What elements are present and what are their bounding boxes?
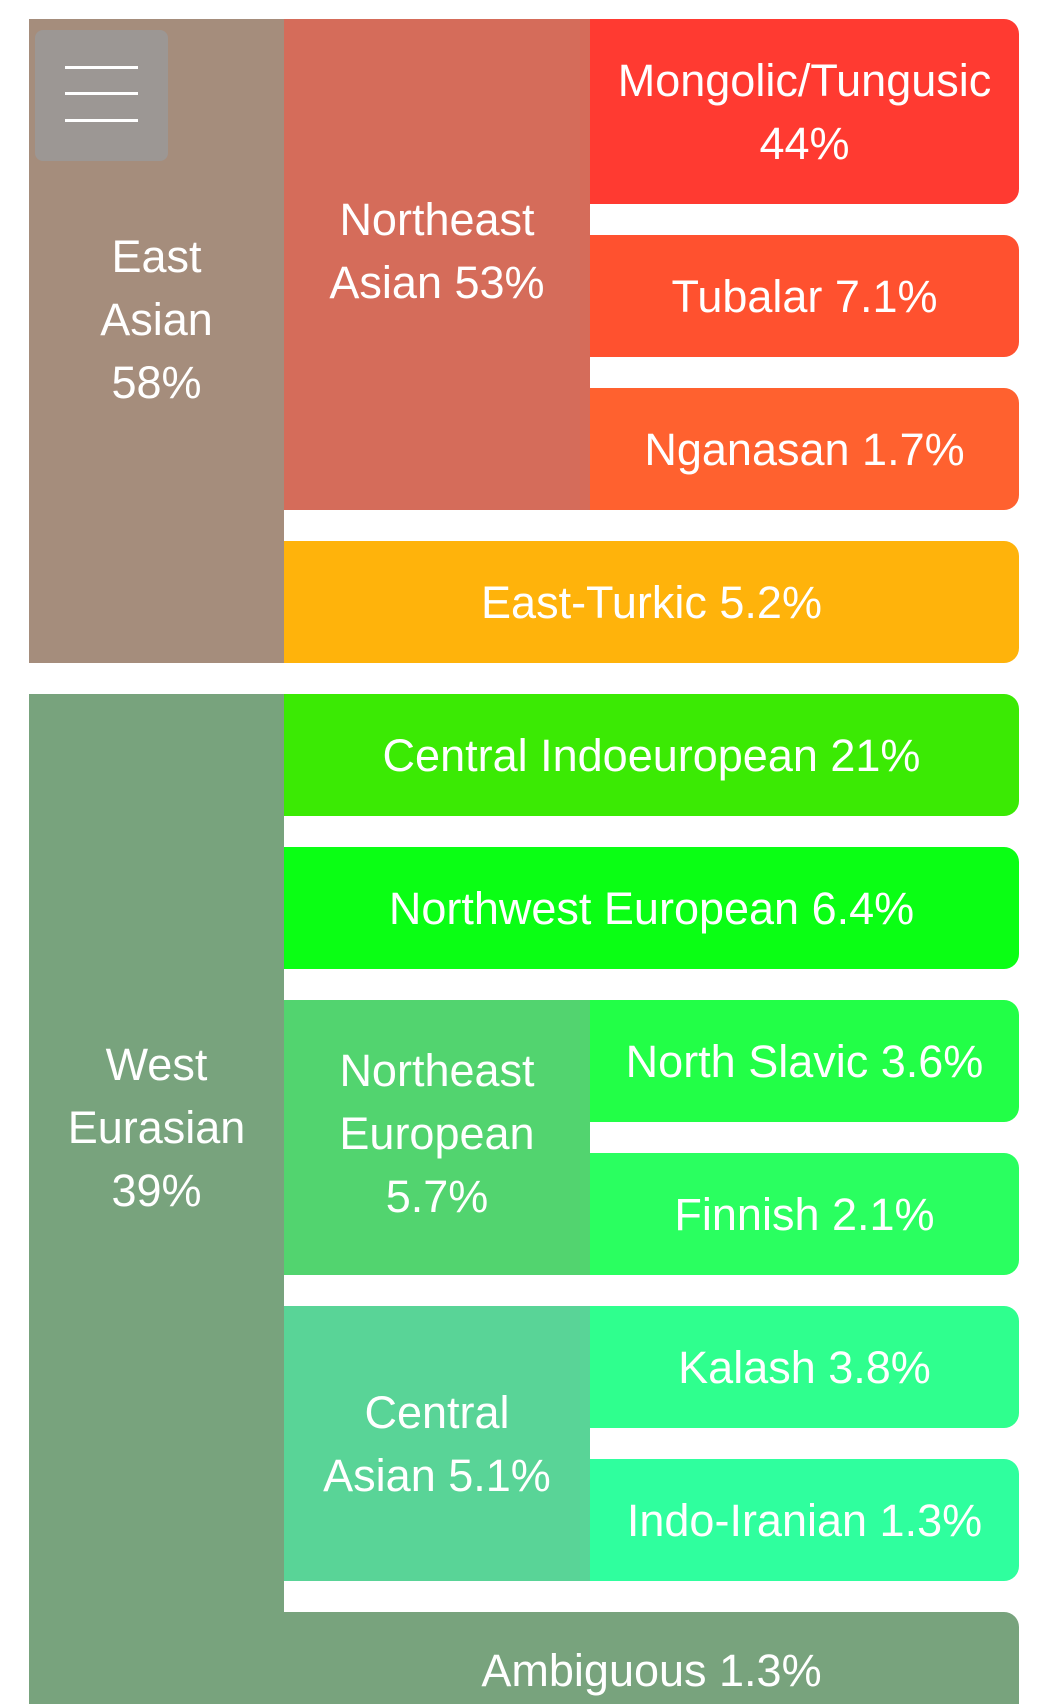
ancestry-northwest-european[interactable]: Northwest European 6.4% <box>284 847 1019 969</box>
group-northeast-european[interactable]: Northeast European 5.7% <box>284 1000 590 1275</box>
group-northeast-asian[interactable]: Northeast Asian 53% <box>284 19 590 510</box>
ancestry-north-slavic-label: North Slavic 3.6% <box>625 1035 984 1087</box>
ancestry-kalash[interactable]: Kalash 3.8% <box>590 1306 1019 1428</box>
ancestry-nganasan[interactable]: Nganasan 1.7% <box>590 388 1019 510</box>
ancestry-mongolic-tungusic-label: Mongolic/Tungusic 44% <box>617 55 992 169</box>
group-central-asian[interactable]: Central Asian 5.1% <box>284 1306 590 1581</box>
ancestry-east-turkic[interactable]: East-Turkic 5.2% <box>284 541 1019 663</box>
ancestry-kalash-label: Kalash 3.8% <box>678 1341 931 1393</box>
ancestry-ambiguous[interactable]: Ambiguous 1.3% <box>284 1612 1019 1704</box>
ancestry-tubalar-label: Tubalar 7.1% <box>671 270 938 322</box>
group-northeast-european-label: Northeast European 5.7% <box>339 1045 535 1222</box>
ancestry-central-indoeuropean[interactable]: Central Indoeuropean 21% <box>284 694 1019 816</box>
group-northeast-asian-label: Northeast Asian 53% <box>329 193 545 308</box>
ancestry-mongolic-tungusic[interactable]: Mongolic/Tungusic 44% <box>590 19 1019 204</box>
ancestry-ambiguous-label: Ambiguous 1.3% <box>481 1645 822 1696</box>
ancestry-east-turkic-label: East-Turkic 5.2% <box>481 576 822 628</box>
group-west-eurasian[interactable]: West Eurasian 39% <box>29 694 284 1704</box>
ancestry-finnish-label: Finnish 2.1% <box>674 1188 935 1240</box>
group-west-eurasian-label: West Eurasian 39% <box>67 1038 246 1216</box>
ancestry-indo-iranian-label: Indo-Iranian 1.3% <box>626 1494 983 1546</box>
group-east-asian-label: East Asian 58% <box>100 230 213 408</box>
ancestry-northwest-european-label: Northwest European 6.4% <box>388 882 915 934</box>
ancestry-central-indoeuropean-label: Central Indoeuropean 21% <box>382 729 921 781</box>
ancestry-tubalar[interactable]: Tubalar 7.1% <box>590 235 1019 357</box>
ancestry-north-slavic[interactable]: North Slavic 3.6% <box>590 1000 1019 1122</box>
ancestry-indo-iranian[interactable]: Indo-Iranian 1.3% <box>590 1459 1019 1581</box>
ancestry-nganasan-label: Nganasan 1.7% <box>644 423 965 475</box>
ancestry-finnish[interactable]: Finnish 2.1% <box>590 1153 1019 1275</box>
menu-button[interactable] <box>35 30 168 161</box>
group-central-asian-label: Central Asian 5.1% <box>323 1386 551 1501</box>
